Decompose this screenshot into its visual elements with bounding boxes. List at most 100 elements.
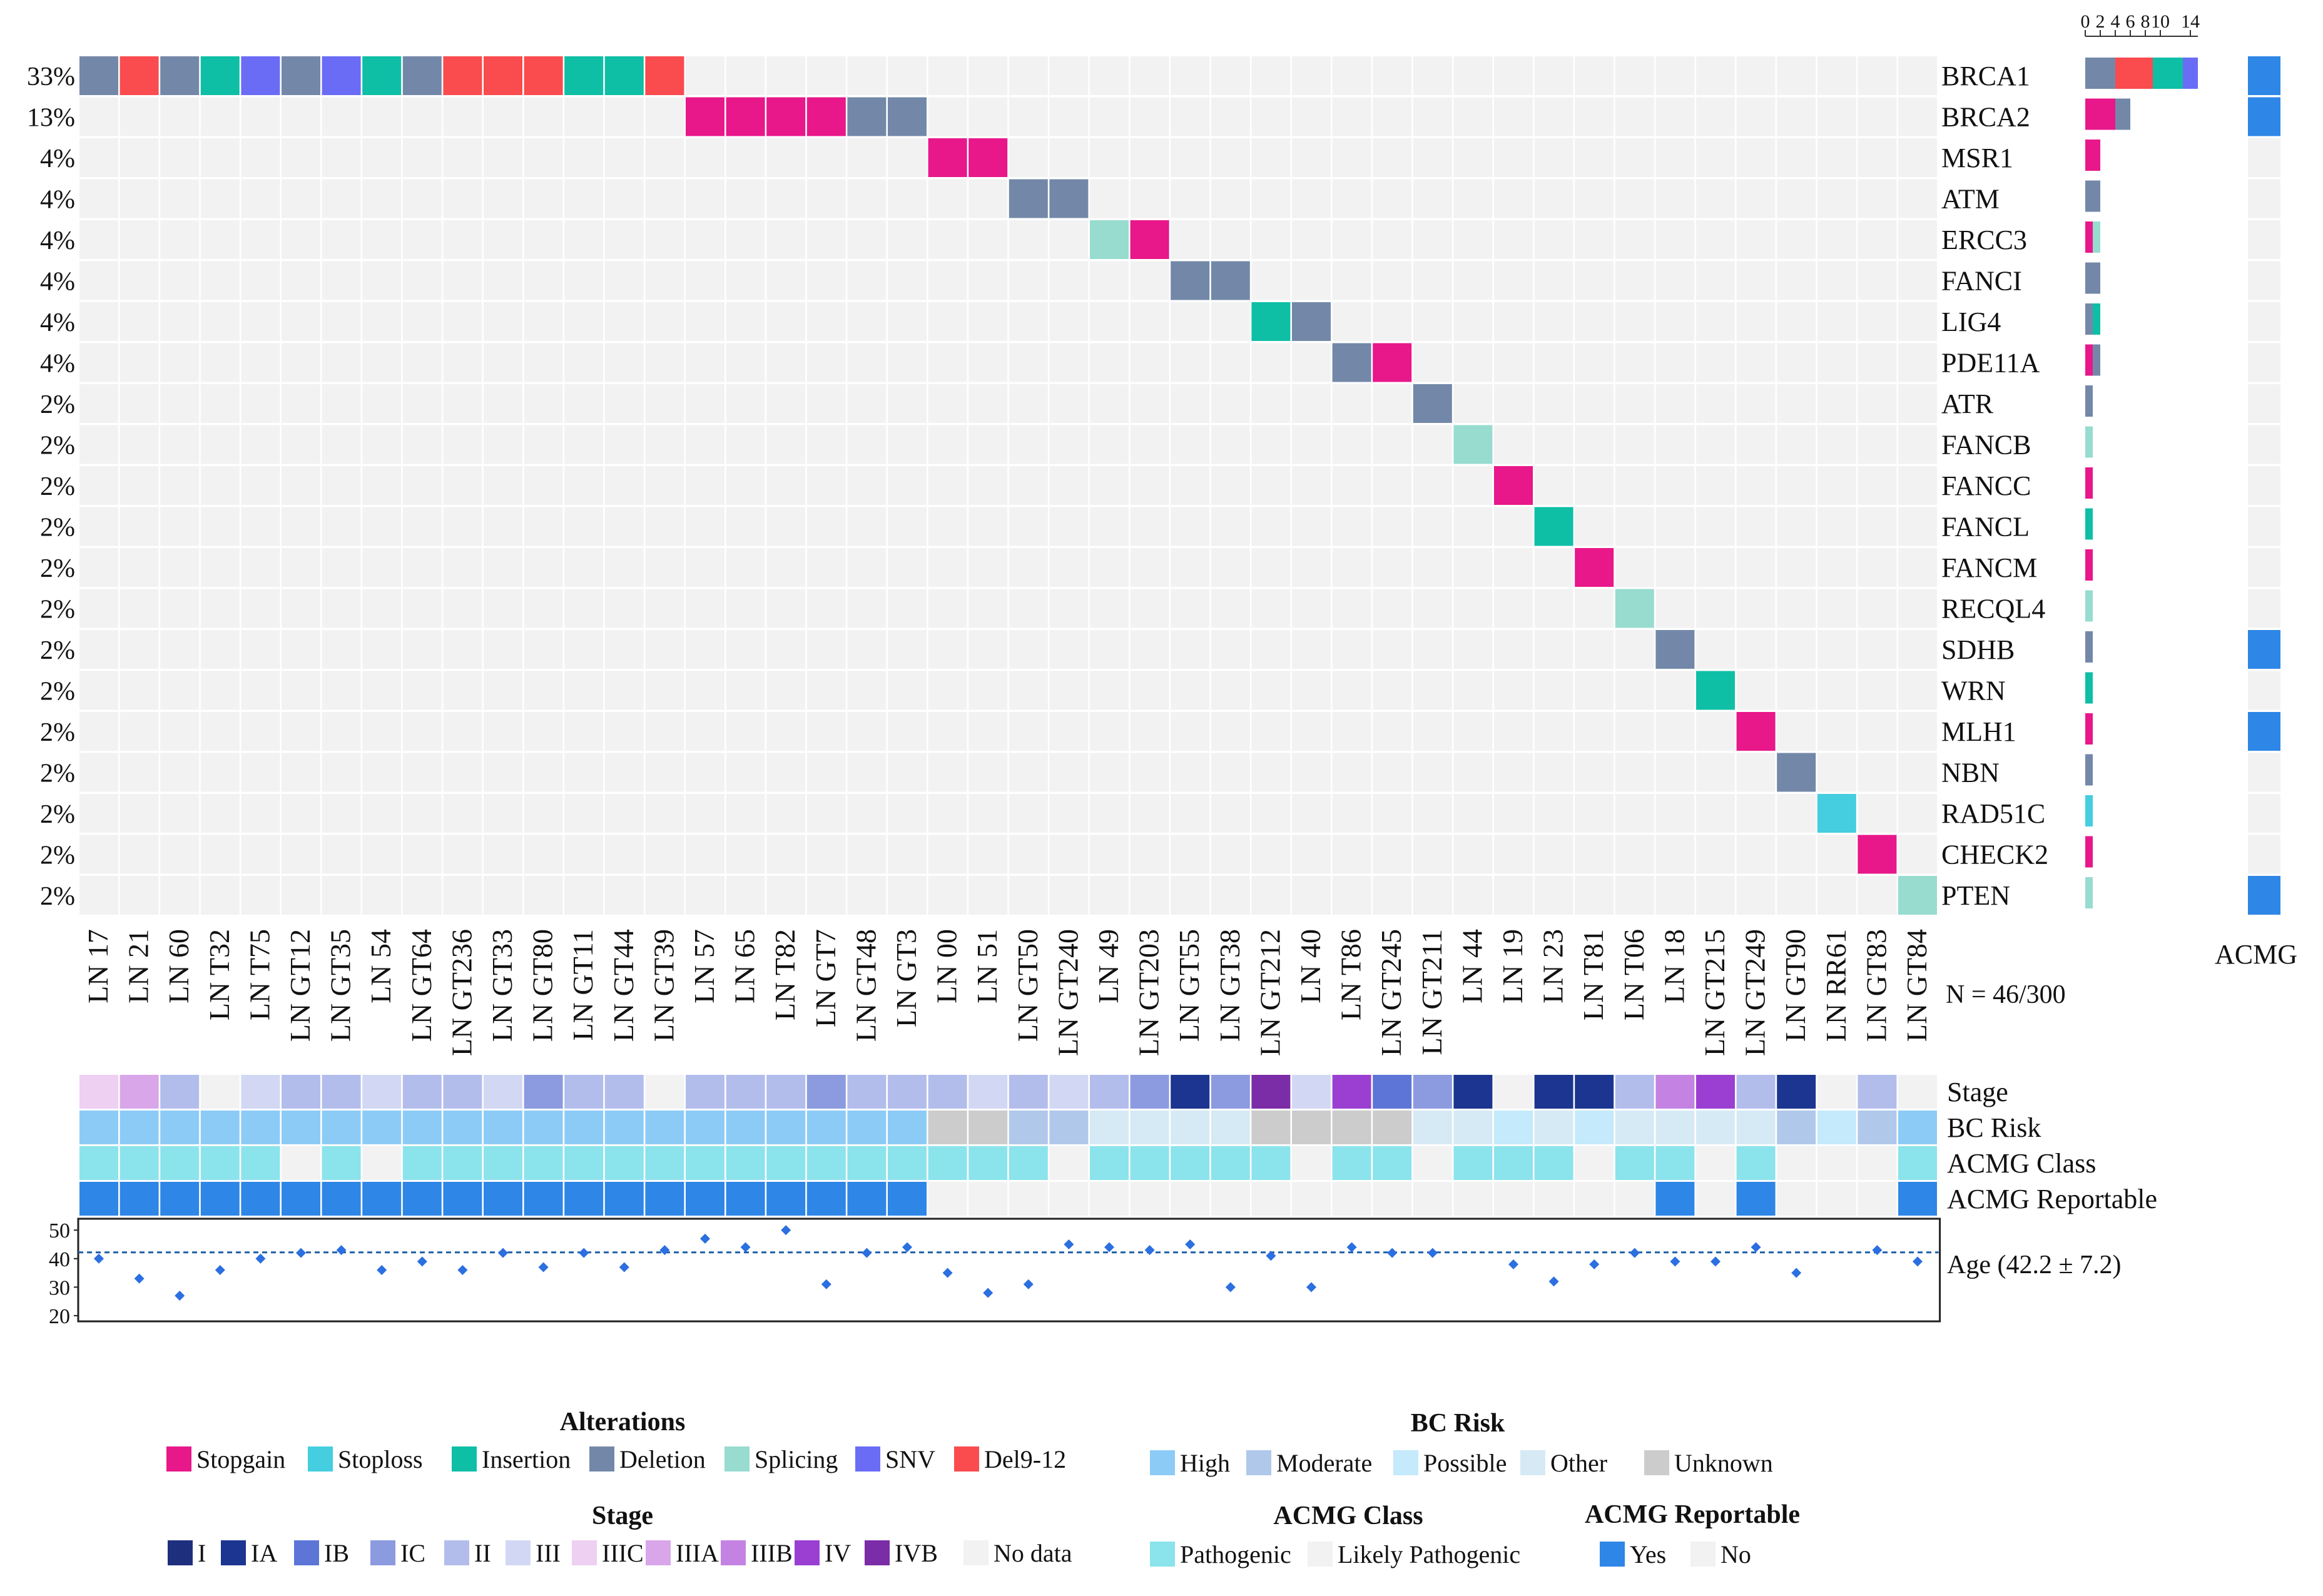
empty-cell — [1251, 589, 1291, 628]
track-cell-acmg-reportable-yes — [888, 1182, 927, 1216]
empty-cell — [362, 220, 402, 259]
empty-cell — [241, 261, 280, 300]
track-cell-acmg-reportable-no — [1211, 1182, 1250, 1216]
empty-cell — [1373, 425, 1412, 464]
count-bar-brca2-deletion — [2115, 98, 2130, 130]
empty-cell — [1090, 425, 1129, 464]
empty-cell — [322, 179, 361, 218]
empty-cell — [1373, 794, 1412, 833]
empty-cell — [888, 671, 927, 710]
empty-cell — [1534, 753, 1573, 792]
empty-cell — [524, 589, 563, 628]
empty-cell — [1009, 425, 1048, 464]
empty-cell — [766, 261, 806, 300]
empty-cell — [1898, 384, 1937, 423]
empty-cell — [1251, 671, 1291, 710]
track-cell-stage-ii — [443, 1075, 482, 1109]
legend-title-alterations: Alterations — [560, 1408, 686, 1436]
track-cell-stage-ii — [604, 1075, 644, 1109]
legend-swatch-stage-iiia — [646, 1540, 671, 1565]
sample-label: LN GT245 — [1375, 929, 1407, 1056]
acmg-column-label: ACMG — [2215, 939, 2297, 970]
empty-cell — [160, 835, 200, 874]
empty-cell — [645, 425, 684, 464]
empty-cell — [1090, 712, 1129, 751]
track-cell-stage-ii — [1858, 1075, 1897, 1109]
count-axis-tick-label: 2 — [2096, 11, 2105, 32]
empty-cell — [1655, 794, 1695, 833]
empty-cell — [1292, 835, 1331, 874]
empty-cell — [79, 261, 118, 300]
empty-cell — [686, 179, 724, 218]
sample-label: LN GT38 — [1214, 929, 1246, 1042]
track-cell-bc-risk-other — [1696, 1111, 1735, 1144]
age-point — [1306, 1282, 1316, 1293]
age-point — [659, 1245, 670, 1256]
track-cell-bc-risk-other — [1736, 1111, 1776, 1144]
empty-cell — [1251, 179, 1291, 218]
empty-cell — [564, 220, 604, 259]
empty-cell — [1009, 138, 1048, 177]
sample-label: LN RR61 — [1820, 929, 1852, 1042]
empty-cell — [282, 671, 320, 710]
empty-cell — [322, 794, 361, 833]
track-cell-acmg-reportable-no — [968, 1182, 1008, 1216]
empty-cell — [1332, 671, 1371, 710]
empty-cell — [484, 548, 522, 587]
track-cell-stage-iiib — [1655, 1075, 1695, 1109]
track-cell-bc-risk-unknown — [1292, 1111, 1331, 1144]
track-cell-stage-iii — [1292, 1075, 1331, 1109]
alteration-cell-nbn-deletion — [1777, 753, 1816, 792]
empty-cell — [928, 753, 967, 792]
empty-cell — [645, 671, 684, 710]
empty-cell — [1777, 97, 1816, 136]
empty-cell — [564, 466, 604, 505]
count-bar-fanci-deletion — [2085, 262, 2100, 294]
empty-cell — [79, 630, 118, 669]
legend-swatch-acmg-reportable-no — [1690, 1542, 1716, 1567]
empty-cell — [645, 220, 684, 259]
empty-cell — [1373, 302, 1412, 341]
empty-cell — [1211, 671, 1250, 710]
empty-cell — [847, 425, 887, 464]
track-cell-bc-risk-high — [1898, 1111, 1937, 1144]
empty-cell — [1534, 138, 1573, 177]
legend-label-bc-risk-possible: Possible — [1423, 1449, 1507, 1477]
empty-cell — [322, 466, 361, 505]
empty-cell — [766, 794, 806, 833]
empty-cell — [1777, 384, 1816, 423]
sample-label: LN T86 — [1335, 929, 1367, 1020]
gene-label-fanci: FANCI — [1941, 266, 2022, 297]
count-bar-recql4-splicing — [2085, 590, 2093, 622]
empty-cell — [282, 343, 320, 382]
empty-cell — [1292, 876, 1331, 915]
empty-cell — [1858, 220, 1897, 259]
empty-cell — [1898, 343, 1937, 382]
empty-cell — [1817, 835, 1856, 874]
legend-swatch-alterations-snv — [855, 1446, 880, 1471]
empty-cell — [200, 548, 240, 587]
empty-cell — [726, 630, 765, 669]
empty-cell — [1009, 671, 1048, 710]
alteration-cell-wrn-insertion — [1696, 671, 1735, 710]
empty-cell — [1494, 138, 1533, 177]
empty-cell — [1858, 261, 1897, 300]
track-cell-acmg-class-likely-pathogenic — [1858, 1146, 1897, 1180]
empty-cell — [1898, 261, 1937, 300]
track-cell-bc-risk-high — [362, 1111, 402, 1144]
alteration-cell-fancc-stopgain — [1494, 466, 1533, 505]
empty-cell — [1858, 466, 1897, 505]
empty-cell — [766, 835, 806, 874]
empty-cell — [79, 835, 118, 874]
empty-cell — [362, 97, 402, 136]
empty-cell — [1696, 589, 1735, 628]
track-cell-acmg-reportable-yes — [443, 1182, 482, 1216]
empty-cell — [564, 507, 604, 546]
empty-cell — [888, 753, 927, 792]
sample-label: LN GT3 — [890, 929, 922, 1027]
gene-percent-atr: 2% — [40, 390, 75, 419]
empty-cell — [1736, 138, 1776, 177]
empty-cell — [160, 425, 200, 464]
empty-cell — [1898, 671, 1937, 710]
track-cell-stage-ii — [847, 1075, 887, 1109]
